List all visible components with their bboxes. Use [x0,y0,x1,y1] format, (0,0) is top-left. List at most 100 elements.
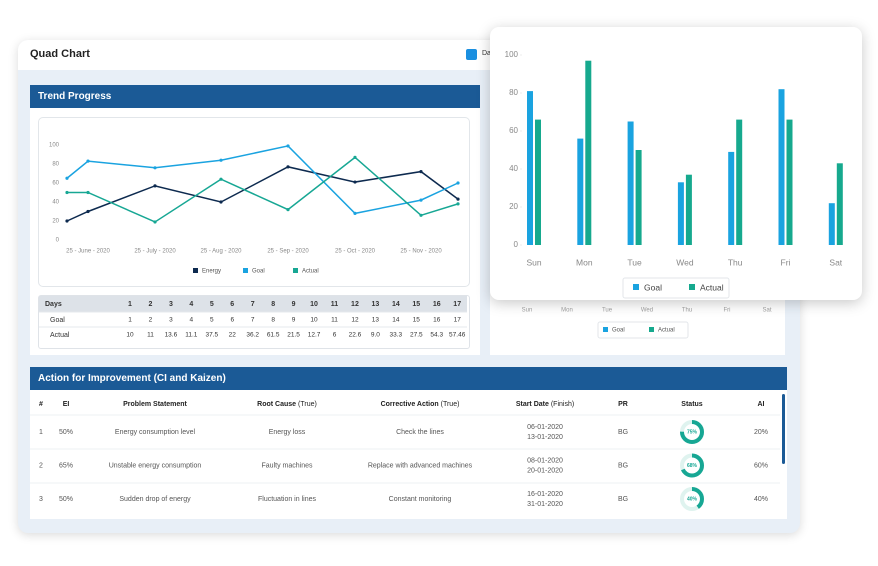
y-tick-label: 80 [509,88,518,97]
table-cell: 10 [126,332,134,339]
x-tick-label: 25 - Oct - 2020 [335,249,376,255]
table-header-cell: 3 [169,301,173,308]
point [86,190,90,195]
x-tick-label: Thu [728,257,743,267]
point [419,213,423,217]
x-tick-label: 25 - June - 2020 [66,249,110,255]
column-label: Status [681,401,703,408]
point [219,158,223,162]
series-line [67,156,459,223]
x-tick-label: 25 - Nov - 2020 [400,249,442,255]
status-label: 40% [687,496,698,502]
table-cell: 16 [433,317,441,324]
point [65,176,69,180]
column-header: EI [63,401,70,408]
column-header: Status [681,401,703,408]
table-cell: 2 [39,462,43,469]
popup-card [490,27,862,300]
point [86,159,90,163]
table-cell: 11 [331,317,338,324]
table-cell: 1 [128,317,132,324]
x-tick-label: Sat [829,257,842,267]
table-cell: 5 [210,317,214,324]
table-header-cell: 12 [351,301,359,308]
bar [585,60,592,246]
table-cell: 1 [39,429,43,436]
point [286,165,290,169]
y-tick-label: 20 [509,202,518,211]
table-header-bg [39,296,467,312]
column-header: Root Cause (True) [257,401,317,408]
legend-box [597,321,689,339]
point [286,144,290,148]
table-header-cell: 14 [392,301,400,308]
legend-swatch [293,268,298,273]
x-tick-label: Thu [682,308,692,314]
point [456,202,460,206]
x-tick-label: Wed [641,308,653,314]
table-cell: Replace with advanced machines [368,462,473,469]
legend-label: Actual [700,282,724,292]
table-cell: 37.5 [205,332,218,339]
y-tick-label: 100 [49,143,60,149]
table-header-cell: 1 [128,301,132,308]
table-cell: 20-01-2020 [527,467,563,474]
table-header-cell: 15 [412,301,420,308]
table-cell: 65% [59,462,73,469]
panel-header: Action for Improvement (CI and Kaizen) [30,367,787,390]
point [153,220,157,224]
table-cell: 10 [310,317,318,324]
point [219,177,223,181]
point [219,200,223,204]
table-header-cell: 5 [210,301,214,308]
column-header: AI [758,401,765,408]
column-label: Corrective Action [381,401,439,408]
point [153,166,157,170]
table-cell: Sudden drop of energy [119,496,191,503]
table-cell: 13.6 [165,332,178,339]
point [286,208,290,212]
table-box [38,295,470,349]
table-header-cell: 17 [453,301,461,308]
table-cell: Actual [50,332,70,339]
column-header: PR [618,401,628,408]
table-cell: 3 [39,496,43,503]
table-cell: 7 [251,317,255,324]
bar [527,91,533,245]
bar [685,174,692,245]
x-tick-label: Mon [576,257,593,267]
table-header-cell: 16 [433,301,441,308]
checkbox[interactable] [466,49,477,60]
table-cell: 50% [59,429,73,436]
table-header-cell: 6 [230,301,234,308]
table-cell: BG [618,429,628,436]
point [353,180,357,184]
column-label: AI [758,401,765,408]
status-ring [680,420,704,444]
table-cell: 9.0 [371,332,380,339]
table-cell: 08-01-2020 [527,457,563,464]
point [419,198,423,202]
column-label: PR [618,401,628,408]
bar [836,163,843,245]
table-header-cell: 11 [331,301,339,308]
table-cell: 17 [454,317,462,324]
status-label: 68% [687,463,698,469]
column-header: Start Date (Finish) [516,401,574,408]
table-cell: 27.5 [410,332,423,339]
x-tick-label: 25 - July - 2020 [134,249,176,255]
bar [728,151,735,245]
column-label: EI [63,401,70,408]
point [65,190,69,195]
scrollbar [782,394,785,464]
legend-label: Actual [658,328,675,334]
table-cell: 36.2 [246,332,259,339]
x-tick-label: Sun [522,308,533,314]
table-cell: Unstable energy consumption [109,462,202,469]
x-tick-label: Fri [724,308,731,314]
series-line [66,145,459,215]
column-label: # [39,401,43,408]
table-header-cell: 13 [372,301,380,308]
table-cell: 16-01-2020 [527,491,563,498]
